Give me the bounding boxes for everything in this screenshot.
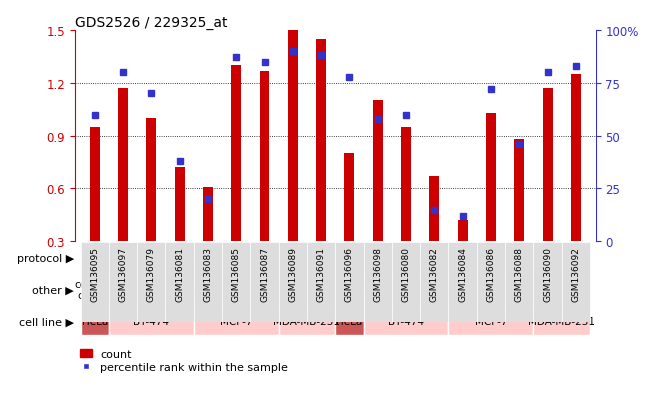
Bar bbox=[90, 128, 100, 242]
Bar bbox=[571, 75, 581, 242]
FancyBboxPatch shape bbox=[81, 242, 109, 322]
Bar bbox=[373, 101, 383, 242]
Text: GSM136095: GSM136095 bbox=[90, 247, 99, 301]
Text: GSM136090: GSM136090 bbox=[543, 247, 552, 301]
Text: GSM136091: GSM136091 bbox=[316, 247, 326, 301]
Text: BT-474: BT-474 bbox=[133, 316, 169, 327]
FancyBboxPatch shape bbox=[194, 242, 222, 322]
FancyBboxPatch shape bbox=[562, 242, 590, 322]
FancyBboxPatch shape bbox=[420, 242, 449, 322]
Text: HeLa: HeLa bbox=[337, 316, 363, 327]
FancyBboxPatch shape bbox=[109, 276, 335, 304]
Bar bbox=[401, 128, 411, 242]
FancyBboxPatch shape bbox=[279, 242, 307, 322]
FancyBboxPatch shape bbox=[307, 242, 335, 322]
Text: breast cancer: breast cancer bbox=[186, 285, 258, 295]
FancyBboxPatch shape bbox=[222, 242, 251, 322]
Legend: count, percentile rank within the sample: count, percentile rank within the sample bbox=[81, 349, 288, 372]
Text: GSM136096: GSM136096 bbox=[345, 247, 354, 301]
FancyBboxPatch shape bbox=[81, 276, 109, 304]
Text: GSM136084: GSM136084 bbox=[458, 247, 467, 301]
FancyBboxPatch shape bbox=[109, 242, 137, 322]
FancyBboxPatch shape bbox=[279, 308, 335, 335]
Text: GSM136098: GSM136098 bbox=[373, 247, 382, 301]
Bar bbox=[486, 114, 496, 242]
Text: MCF-7: MCF-7 bbox=[220, 316, 253, 327]
FancyBboxPatch shape bbox=[533, 308, 590, 335]
Text: GSM136085: GSM136085 bbox=[232, 247, 241, 301]
FancyBboxPatch shape bbox=[477, 242, 505, 322]
Bar bbox=[344, 154, 354, 242]
Text: GSM136097: GSM136097 bbox=[118, 247, 128, 301]
FancyBboxPatch shape bbox=[335, 308, 363, 335]
FancyBboxPatch shape bbox=[505, 242, 533, 322]
Text: GSM136088: GSM136088 bbox=[515, 247, 524, 301]
Text: protocol ▶: protocol ▶ bbox=[17, 253, 74, 263]
Bar bbox=[430, 177, 439, 242]
Text: control: control bbox=[189, 253, 226, 263]
FancyBboxPatch shape bbox=[109, 308, 194, 335]
FancyBboxPatch shape bbox=[363, 276, 590, 304]
Text: cervical
cancer: cervical cancer bbox=[74, 279, 115, 301]
Text: MDA-MB-231: MDA-MB-231 bbox=[273, 316, 340, 327]
Text: cervical
cancer: cervical cancer bbox=[329, 279, 370, 301]
Text: GSM136079: GSM136079 bbox=[146, 247, 156, 301]
Text: other ▶: other ▶ bbox=[33, 285, 74, 295]
Text: cell line ▶: cell line ▶ bbox=[19, 316, 74, 327]
Bar bbox=[458, 221, 467, 242]
FancyBboxPatch shape bbox=[194, 308, 279, 335]
Text: GSM136082: GSM136082 bbox=[430, 247, 439, 301]
FancyBboxPatch shape bbox=[81, 244, 335, 272]
FancyBboxPatch shape bbox=[335, 244, 590, 272]
FancyBboxPatch shape bbox=[81, 308, 109, 335]
Text: BT-474: BT-474 bbox=[388, 316, 424, 327]
FancyBboxPatch shape bbox=[335, 276, 363, 304]
Text: GSM136089: GSM136089 bbox=[288, 247, 298, 301]
Text: GSM136081: GSM136081 bbox=[175, 247, 184, 301]
Bar bbox=[316, 40, 326, 242]
Bar bbox=[288, 31, 298, 242]
Text: HeLa: HeLa bbox=[81, 316, 108, 327]
Bar bbox=[203, 187, 213, 242]
FancyBboxPatch shape bbox=[392, 242, 420, 322]
FancyBboxPatch shape bbox=[533, 242, 562, 322]
Text: c-MYC knockdown: c-MYC knockdown bbox=[416, 253, 510, 263]
Text: MDA-MB-231: MDA-MB-231 bbox=[528, 316, 595, 327]
FancyBboxPatch shape bbox=[335, 242, 363, 322]
FancyBboxPatch shape bbox=[363, 308, 449, 335]
FancyBboxPatch shape bbox=[449, 308, 533, 335]
Bar bbox=[260, 71, 270, 242]
Text: GDS2526 / 229325_at: GDS2526 / 229325_at bbox=[75, 16, 227, 30]
Text: GSM136083: GSM136083 bbox=[203, 247, 212, 301]
Text: GSM136092: GSM136092 bbox=[572, 247, 580, 301]
Bar bbox=[231, 66, 241, 242]
Bar bbox=[118, 89, 128, 242]
Bar bbox=[542, 89, 553, 242]
FancyBboxPatch shape bbox=[137, 242, 165, 322]
Text: breast cancer: breast cancer bbox=[441, 285, 512, 295]
FancyBboxPatch shape bbox=[165, 242, 194, 322]
FancyBboxPatch shape bbox=[449, 242, 477, 322]
Text: MCF-7: MCF-7 bbox=[475, 316, 507, 327]
FancyBboxPatch shape bbox=[363, 242, 392, 322]
Bar bbox=[146, 119, 156, 242]
Bar bbox=[174, 168, 184, 242]
FancyBboxPatch shape bbox=[251, 242, 279, 322]
Bar bbox=[514, 140, 524, 242]
Text: GSM136086: GSM136086 bbox=[486, 247, 495, 301]
Text: GSM136087: GSM136087 bbox=[260, 247, 269, 301]
Text: GSM136080: GSM136080 bbox=[402, 247, 411, 301]
